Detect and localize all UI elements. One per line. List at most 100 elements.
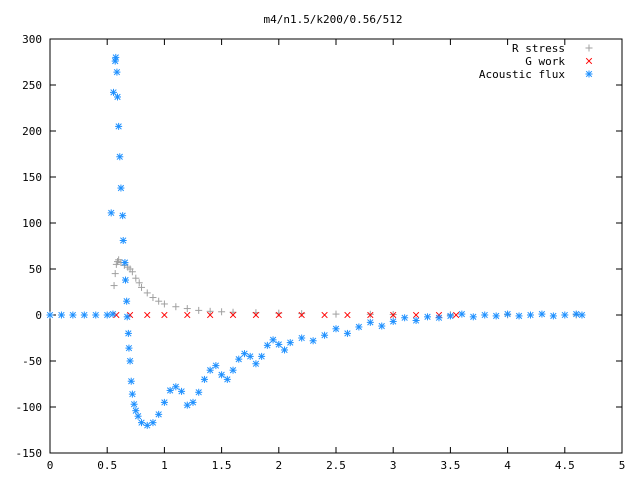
data-point (412, 317, 420, 325)
data-point (183, 305, 191, 313)
data-point (223, 375, 231, 383)
data-point (184, 311, 191, 319)
data-point (107, 209, 115, 217)
data-point (235, 355, 243, 363)
x-tick-label: 4 (504, 459, 511, 472)
x-tick-label: 1.5 (212, 459, 232, 472)
data-point (109, 88, 117, 96)
x-tick-label: 3.5 (440, 459, 460, 472)
data-point (412, 311, 420, 319)
data-point (149, 419, 157, 427)
data-point (69, 311, 77, 319)
data-point (111, 270, 119, 278)
data-point (258, 352, 266, 360)
data-point (206, 307, 214, 315)
data-point (344, 311, 351, 319)
data-point (134, 412, 142, 420)
data-point (366, 318, 374, 326)
data-point (469, 313, 477, 321)
plot-frame (49, 38, 623, 454)
data-point (172, 303, 180, 311)
data-point (309, 337, 317, 345)
data-point (298, 310, 306, 318)
x-tick-label: 4.5 (555, 459, 575, 472)
data-point (124, 329, 132, 337)
data-point (538, 310, 546, 318)
data-point (110, 282, 118, 290)
y-tick-label: -100 (16, 401, 43, 414)
data-point (332, 325, 340, 333)
x-axis: 0 0.5 1 1.5 2 2.5 3 3.5 4 4.5 5 (47, 39, 626, 472)
data-point (561, 311, 569, 319)
legend-label: R stress (512, 42, 565, 55)
data-point (526, 311, 534, 319)
y-axis: -150 -100 -50 0 50 100 150 200 250 300 (16, 33, 622, 460)
data-point (200, 375, 208, 383)
y-tick-label: 200 (22, 125, 42, 138)
data-point (117, 184, 125, 192)
data-point (218, 371, 226, 379)
data-point (113, 93, 121, 101)
legend-marker (585, 70, 593, 78)
data-point (161, 311, 168, 319)
data-point (269, 336, 277, 344)
data-point (126, 357, 134, 365)
data-point (183, 401, 191, 409)
data-point (144, 311, 151, 319)
data-point (366, 310, 374, 318)
data-point (458, 310, 466, 318)
data-point (116, 153, 124, 161)
data-point (252, 311, 260, 319)
data-point (481, 311, 489, 319)
data-point (195, 388, 203, 396)
data-point (128, 390, 136, 398)
series-g-work (113, 311, 460, 319)
data-point (92, 311, 100, 319)
data-point (115, 122, 123, 130)
data-point (401, 314, 409, 322)
y-tick-label: -150 (16, 447, 43, 460)
y-tick-label: -50 (22, 355, 42, 368)
data-point (143, 421, 151, 429)
data-point (321, 311, 328, 319)
data-point (125, 344, 133, 352)
data-point (178, 387, 186, 395)
x-tick-label: 1 (161, 459, 168, 472)
series-r-stress (110, 256, 580, 319)
data-point (172, 383, 180, 391)
data-point (218, 308, 226, 316)
series-layer (46, 53, 586, 429)
data-point (240, 350, 248, 358)
data-point (80, 311, 88, 319)
x-tick-label: 2.5 (326, 459, 346, 472)
data-point (166, 386, 174, 394)
data-point (275, 311, 282, 319)
data-point (128, 268, 136, 276)
data-point (355, 323, 363, 331)
x-tick-label: 0 (47, 459, 54, 472)
data-point (343, 329, 351, 337)
data-point (321, 331, 329, 339)
data-point (160, 398, 168, 406)
data-point (378, 322, 386, 330)
data-point (119, 236, 127, 244)
data-point (138, 283, 146, 291)
data-point (435, 314, 443, 322)
y-tick-label: 100 (22, 217, 42, 230)
data-point (275, 340, 283, 348)
x-tick-label: 5 (619, 459, 626, 472)
data-point (57, 311, 65, 319)
data-point (132, 407, 140, 415)
data-point (132, 274, 140, 282)
x-tick-label: 0.5 (97, 459, 117, 472)
legend-label: Acoustic flux (479, 68, 565, 81)
data-point (424, 313, 432, 321)
data-point (189, 398, 197, 406)
data-point (149, 294, 157, 302)
y-tick-label: 300 (22, 33, 42, 46)
data-point (229, 311, 237, 319)
data-point (123, 313, 131, 321)
data-point (109, 310, 117, 318)
